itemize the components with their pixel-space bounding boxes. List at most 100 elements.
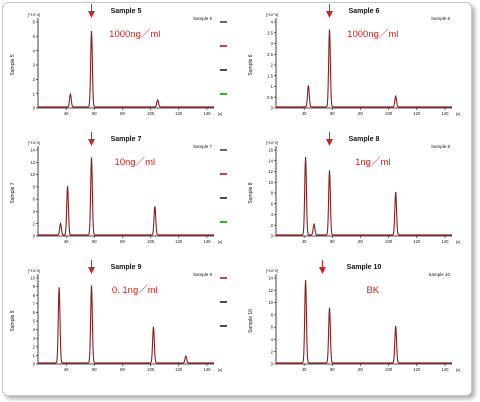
chromatogram-panel: Sample 9 Sample 9 [*10^2] [s] Sample 9 0 1 2 3 4 5… [6,258,230,382]
y-tick-label: 0 [33,362,36,367]
y-tick-label: 0 [33,106,36,111]
x-tick-label: 140 [203,111,211,116]
target-peak-arrow [318,260,326,274]
target-peak-arrow [88,4,96,18]
x-tick-label: 60 [92,111,97,116]
concentration-label: 0. 1ng／ml [112,285,158,296]
x-unit-label: [s] [218,111,222,116]
target-peak-arrow [88,132,96,146]
y-tick-label: 6 [33,197,36,202]
x-tick-label: 60 [92,239,97,244]
x-tick-label: 80 [120,239,125,244]
y-axis-label: Sample 8 [248,182,254,203]
y-tick-label: 10 [30,172,35,177]
x-tick-label: 40 [64,367,69,372]
x-tick-label: 100 [385,111,393,116]
y-axis-label: Sample 6 [248,54,254,75]
y-tick-label: 6 [271,201,274,206]
y-unit-label: [*10^3] [266,12,278,17]
y-tick-label: 6 [33,310,36,315]
chromatogram-trace [38,157,214,236]
x-tick-label: 120 [413,367,421,372]
y-tick-label: 1 [271,84,274,89]
y-tick-label: 7 [33,301,36,306]
chromatogram-panel: Sample 8 Sample 8 [*10^2] [s] Sample 8 0 2 4 6 8 1… [244,130,468,254]
x-unit-label: [s] [456,239,460,244]
y-tick-label: 2 [33,344,36,349]
y-tick-label: 1.5 [267,73,273,78]
chromatogram-trace [276,280,452,364]
chromatogram-trace [38,30,214,108]
y-axis-label: Sample 7 [10,182,16,203]
x-tick-label: 140 [441,239,449,244]
y-unit-label: [*10^2] [266,140,278,145]
legend-entry: Sample 7 [193,144,213,149]
figure-frame [2,2,472,396]
x-tick-label: 120 [175,367,183,372]
chart-title: Sample 6 [349,8,380,15]
y-tick-label: 4 [271,20,274,25]
x-tick-label: 120 [175,111,183,116]
peak-point [313,224,315,226]
x-unit-label: [s] [218,367,222,372]
y-tick-label: 4 [33,48,36,53]
y-tick-label: 10 [30,276,35,281]
chromatogram-trace [276,29,452,108]
x-unit-label: [s] [456,367,460,372]
concentration-label: 1ng／ml [355,157,390,168]
x-tick-label: 140 [441,111,449,116]
peak-point [307,85,309,88]
x-tick-label: 100 [147,111,155,116]
chart-title: Sample 8 [349,136,380,143]
peak-point [328,170,331,173]
y-tick-label: 0.5 [267,95,273,100]
legend-entry: Sample 10 [428,272,450,277]
target-peak-arrow [326,4,334,18]
peak-point [58,287,60,289]
x-tick-label: 140 [203,367,211,372]
chart-title: Sample 9 [111,264,142,271]
concentration-label: 10ng／ml [114,157,155,168]
chromatogram-panel: Sample 6 Sample 6 [*10^3] [s] Sample 6 0 0.5 1 1… [244,2,468,126]
chromatogram-svg: Sample 9 Sample 9 [*10^2] [s] Sample 9 0 1 2 3 4 5… [10,260,227,372]
y-axis-label: Sample 5 [10,54,16,75]
chromatogram-svg: Sample 10 Sample 10 [*10^2] [s] Sample 10 0 2 4… [248,260,460,372]
chart-title: Sample 7 [111,136,142,143]
y-tick-label: 2 [271,63,274,68]
y-tick-label: 1 [33,353,36,358]
chromatogram-svg: Sample 6 Sample 6 [*10^3] [s] Sample 6 0 0.5 1 1… [248,4,460,116]
y-tick-label: 8 [271,191,274,196]
y-tick-label: 0 [33,234,36,239]
x-tick-label: 120 [175,239,183,244]
x-tick-label: 120 [413,111,421,116]
y-tick-label: 4 [271,212,274,217]
x-unit-label: [s] [456,111,460,116]
y-tick-label: 2 [33,221,36,226]
x-tick-label: 80 [120,111,125,116]
chromatogram-svg: Sample 7 Sample 7 [*10^2] [s] Sample 7 0 2 4 6 8 1… [10,132,227,244]
legend-entry: Sample 9 [193,272,213,277]
chromatogram-trace [276,157,452,236]
peak-point [90,286,93,288]
y-tick-label: 16 [268,148,273,153]
y-tick-label: 5 [33,34,36,39]
chart-title: Sample 10 [347,264,382,271]
y-tick-label: 1 [33,91,36,96]
peak-point [328,308,331,310]
y-tick-label: 6 [271,325,274,330]
y-tick-label: 2 [33,77,36,82]
y-tick-label: 4 [33,209,36,214]
y-tick-label: 8 [271,312,274,317]
chromatogram-panel: Sample 5 Sample 5 [*10^3] [s] Sample 5 0 1 2 3 4 5… [6,2,230,126]
y-tick-label: 6 [33,20,36,25]
target-peak-arrow [326,132,334,146]
legend-entry: Sample 8 [431,144,451,149]
x-tick-label: 100 [385,239,393,244]
y-tick-label: 2 [271,349,274,354]
x-tick-label: 40 [64,239,69,244]
y-tick-label: 2 [271,223,274,228]
x-tick-label: 40 [302,111,307,116]
y-tick-label: 10 [268,300,273,305]
y-tick-label: 12 [268,288,273,293]
y-tick-label: 14 [268,276,273,281]
